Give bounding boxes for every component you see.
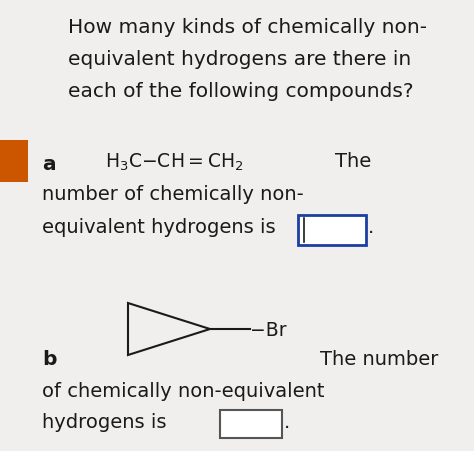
- Text: each of the following compounds?: each of the following compounds?: [68, 82, 413, 101]
- Text: number of chemically non-: number of chemically non-: [42, 185, 304, 204]
- Text: How many kinds of chemically non-: How many kinds of chemically non-: [68, 18, 427, 37]
- Text: .: .: [284, 413, 290, 432]
- Text: .: .: [368, 218, 374, 237]
- Text: −Br: −Br: [250, 321, 287, 340]
- Text: The number: The number: [320, 350, 438, 369]
- Text: equivalent hydrogens is: equivalent hydrogens is: [42, 218, 275, 237]
- Text: b: b: [42, 350, 56, 369]
- Text: hydrogens is: hydrogens is: [42, 413, 166, 432]
- Text: H$_3$C$-$CH$=$CH$_2$: H$_3$C$-$CH$=$CH$_2$: [105, 152, 244, 173]
- FancyBboxPatch shape: [0, 140, 28, 182]
- Text: of chemically non-equivalent: of chemically non-equivalent: [42, 382, 325, 401]
- FancyBboxPatch shape: [220, 410, 282, 438]
- Text: equivalent hydrogens are there in: equivalent hydrogens are there in: [68, 50, 411, 69]
- FancyBboxPatch shape: [298, 215, 366, 245]
- Text: The: The: [335, 152, 371, 171]
- Text: a: a: [42, 155, 55, 174]
